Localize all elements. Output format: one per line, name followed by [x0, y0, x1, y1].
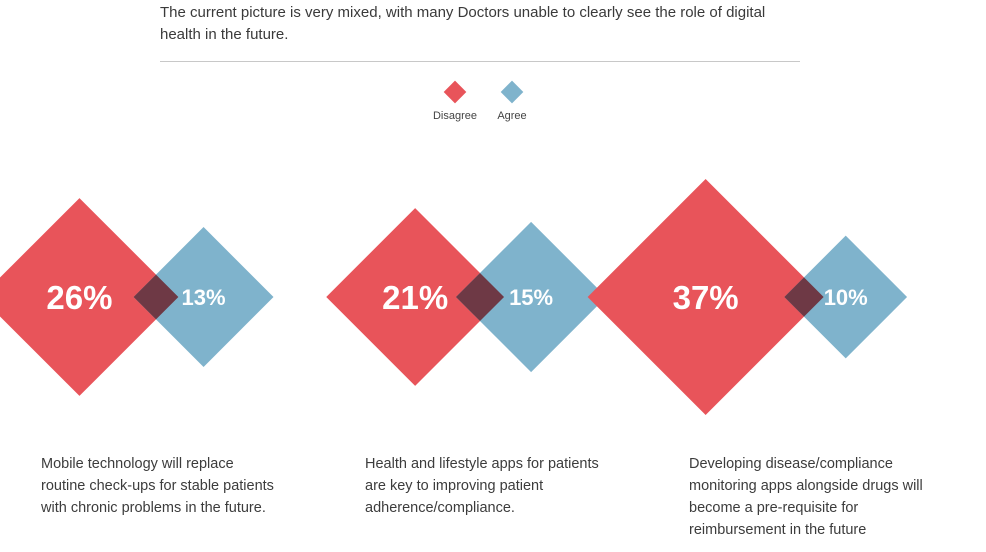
diamond-group-2: 21% 15%	[326, 208, 607, 386]
intro-text: The current picture is very mixed, with …	[160, 4, 766, 43]
caption-2: Health and lifestyle apps for patients a…	[365, 456, 599, 516]
disagree-diamond-1	[0, 198, 179, 396]
agree-diamond-2	[455, 221, 607, 373]
agree-diamond-1	[133, 227, 274, 367]
overlap-diamond-3	[784, 277, 824, 317]
legend-item-disagree: Disagree	[430, 80, 480, 122]
caption-1: Mobile technology will replace routine c…	[41, 456, 274, 516]
disagree-diamond-2	[326, 208, 505, 386]
diamond-group-3: 37% 10%	[587, 178, 908, 416]
agree-value-label-1: 13%	[182, 285, 226, 310]
agree-value-label-2: 15%	[509, 285, 553, 310]
disagree-value-label-2: 21%	[382, 279, 448, 316]
legend-item-agree: Agree	[490, 80, 534, 122]
caption-3: Developing disease/compliance monitoring…	[689, 456, 923, 538]
disagree-value-label-3: 37%	[673, 279, 739, 316]
legend-label-agree: Agree	[497, 110, 527, 122]
disagree-value-label-1: 26%	[46, 279, 112, 316]
diamond-group-1: 26% 13%	[0, 198, 274, 396]
agree-diamond-3	[784, 235, 908, 359]
divider-line	[160, 61, 800, 62]
agree-value-label-3: 10%	[824, 285, 868, 310]
disagree-diamond-3	[587, 178, 824, 416]
legend-label-disagree: Disagree	[432, 110, 478, 122]
overlap-diamond-1	[133, 274, 179, 320]
overlap-diamond-2	[455, 272, 505, 322]
